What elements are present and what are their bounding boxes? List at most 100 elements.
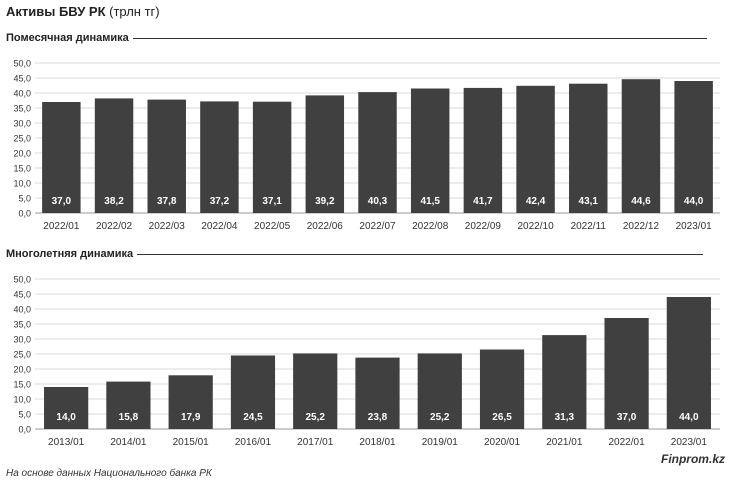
bar [516,85,555,213]
x-tick-label: 2022/10 [517,221,554,232]
x-tick-label: 2022/04 [201,221,238,232]
bar [463,87,503,213]
bar [293,353,338,429]
monthly-bar-chart: 0,0 5,0 10,0 15,0 20,0 25,0 30,0 35,0 40,0 45,0 50… [13,59,720,232]
page-title: Активы БВУ РК (трлн тг) [6,4,160,19]
data-label: 24,5 [243,412,263,423]
bar [200,101,239,213]
title-unit: (трлн тг) [109,4,160,19]
y-tick-label: 50,0 [13,59,31,69]
data-label: 37,2 [210,196,230,207]
bar [604,318,649,429]
x-tick-label: 2022/06 [307,221,344,232]
y-tick-label: 20,0 [13,149,31,159]
x-tick-label: 2022/01 [43,221,80,232]
data-label: 25,2 [430,412,450,423]
bar [42,102,81,213]
x-tick-label: 2022/02 [96,221,133,232]
bar [479,349,525,429]
x-tick-label: 2013/01 [48,437,85,448]
data-label: 43,1 [579,196,599,207]
y-tick-label: 30,0 [13,119,31,129]
data-label: 25,2 [305,412,325,423]
y-tick-label: 30,0 [13,335,31,345]
brand-watermark: Finprom.kz [660,452,725,466]
bar [44,387,89,429]
section-yearly-title: Многолетняя динамика [6,248,720,260]
x-tick-label: 2016/01 [235,437,272,448]
section-monthly-label: Помесячная динамика [6,32,129,44]
data-label: 41,7 [473,196,493,207]
data-label: 44,0 [684,196,704,207]
bar [674,81,713,213]
yearly-bar-chart: 0,0 5,0 10,0 15,0 20,0 25,0 30,0 35,0 40,0 45,0 50… [13,275,720,448]
x-tick-label: 2022/01 [609,437,646,448]
data-label: 38,2 [104,196,124,207]
section-yearly-label: Многолетняя динамика [6,248,134,260]
y-tick-label: 5,0 [18,194,31,204]
data-label: 41,5 [420,196,440,207]
y-tick-label: 10,0 [13,179,31,189]
bar [147,99,186,213]
bar [252,101,292,213]
x-tick-label: 2019/01 [422,437,459,448]
x-tick-label: 2022/08 [412,221,449,232]
x-tick-label: 2023/01 [676,221,713,232]
y-tick-label: 20,0 [13,365,31,375]
source-note: На основе данных Национального банка РК [6,468,212,479]
y-tick-label: 25,0 [13,350,31,360]
section-divider [137,253,704,255]
x-tick-label: 2022/05 [254,221,291,232]
data-label: 37,0 [52,196,72,207]
x-tick-label: 2022/03 [149,221,186,232]
x-tick-label: 2022/11 [571,221,607,232]
y-tick-label: 35,0 [13,320,31,330]
data-label: 44,6 [631,196,651,207]
x-tick-label: 2015/01 [173,437,210,448]
data-label: 37,0 [617,412,637,423]
x-tick-label: 2014/01 [110,437,147,448]
x-tick-label: 2022/09 [465,221,502,232]
bar [230,355,276,429]
x-tick-label: 2018/01 [359,437,396,448]
data-label: 37,1 [262,196,282,207]
data-label: 37,8 [157,196,177,207]
y-tick-label: 45,0 [13,290,31,300]
x-tick-label: 2022/07 [359,221,396,232]
data-label: 17,9 [181,412,201,423]
y-tick-label: 15,0 [13,164,31,174]
section-monthly-title: Помесячная динамика [6,32,720,44]
data-label: 15,8 [119,412,139,423]
data-label: 14,0 [56,412,76,423]
y-tick-label: 10,0 [13,395,31,405]
y-tick-label: 25,0 [13,134,31,144]
x-tick-label: 2020/01 [484,437,521,448]
y-tick-label: 45,0 [13,74,31,84]
bar [417,353,462,429]
data-label: 39,2 [315,196,335,207]
bar [94,98,134,213]
y-tick-label: 50,0 [13,275,31,285]
bar [305,95,345,213]
x-tick-label: 2022/12 [623,221,660,232]
data-label: 31,3 [555,412,575,423]
data-label: 40,3 [368,196,388,207]
y-tick-label: 40,0 [13,305,31,315]
bar [569,83,608,213]
y-tick-label: 5,0 [18,410,31,420]
y-tick-label: 40,0 [13,89,31,99]
y-tick-label: 0,0 [18,209,31,219]
x-tick-label: 2021/01 [546,437,583,448]
y-tick-label: 0,0 [18,425,31,435]
bar [358,92,397,213]
data-label: 42,4 [526,196,546,207]
bar [168,375,213,429]
bar [355,357,400,429]
bar [621,79,661,213]
x-tick-label: 2017/01 [297,437,334,448]
title-main: Активы БВУ РК [6,4,106,19]
bar [666,297,711,429]
y-tick-label: 35,0 [13,104,31,114]
section-divider [132,37,707,39]
x-tick-label: 2023/01 [671,437,708,448]
